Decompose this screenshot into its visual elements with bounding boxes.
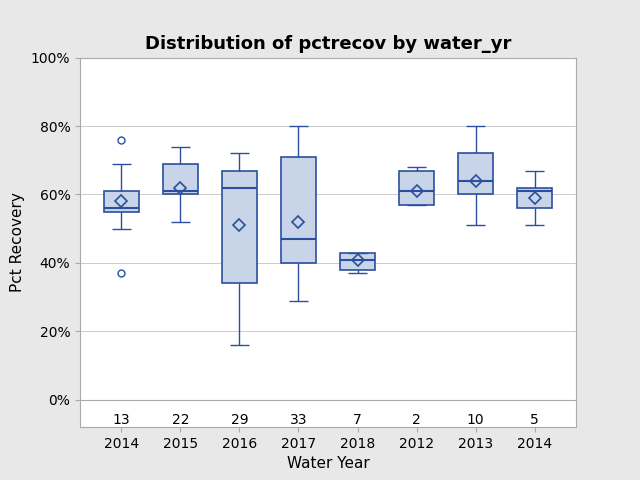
Bar <box>340 252 375 270</box>
X-axis label: Water Year: Water Year <box>287 456 369 471</box>
Text: 5: 5 <box>531 413 539 427</box>
Bar <box>104 191 139 212</box>
Bar <box>221 170 257 284</box>
Title: Distribution of pctrecov by water_yr: Distribution of pctrecov by water_yr <box>145 35 511 53</box>
Bar <box>281 157 316 263</box>
Bar <box>458 154 493 194</box>
Bar <box>517 188 552 208</box>
Text: 13: 13 <box>113 413 130 427</box>
Text: 22: 22 <box>172 413 189 427</box>
Bar <box>399 170 435 205</box>
Text: 2: 2 <box>412 413 421 427</box>
Bar <box>163 164 198 194</box>
Text: 29: 29 <box>230 413 248 427</box>
Text: 7: 7 <box>353 413 362 427</box>
Text: 10: 10 <box>467 413 484 427</box>
Text: 33: 33 <box>290 413 307 427</box>
Y-axis label: Pct Recovery: Pct Recovery <box>10 192 25 292</box>
